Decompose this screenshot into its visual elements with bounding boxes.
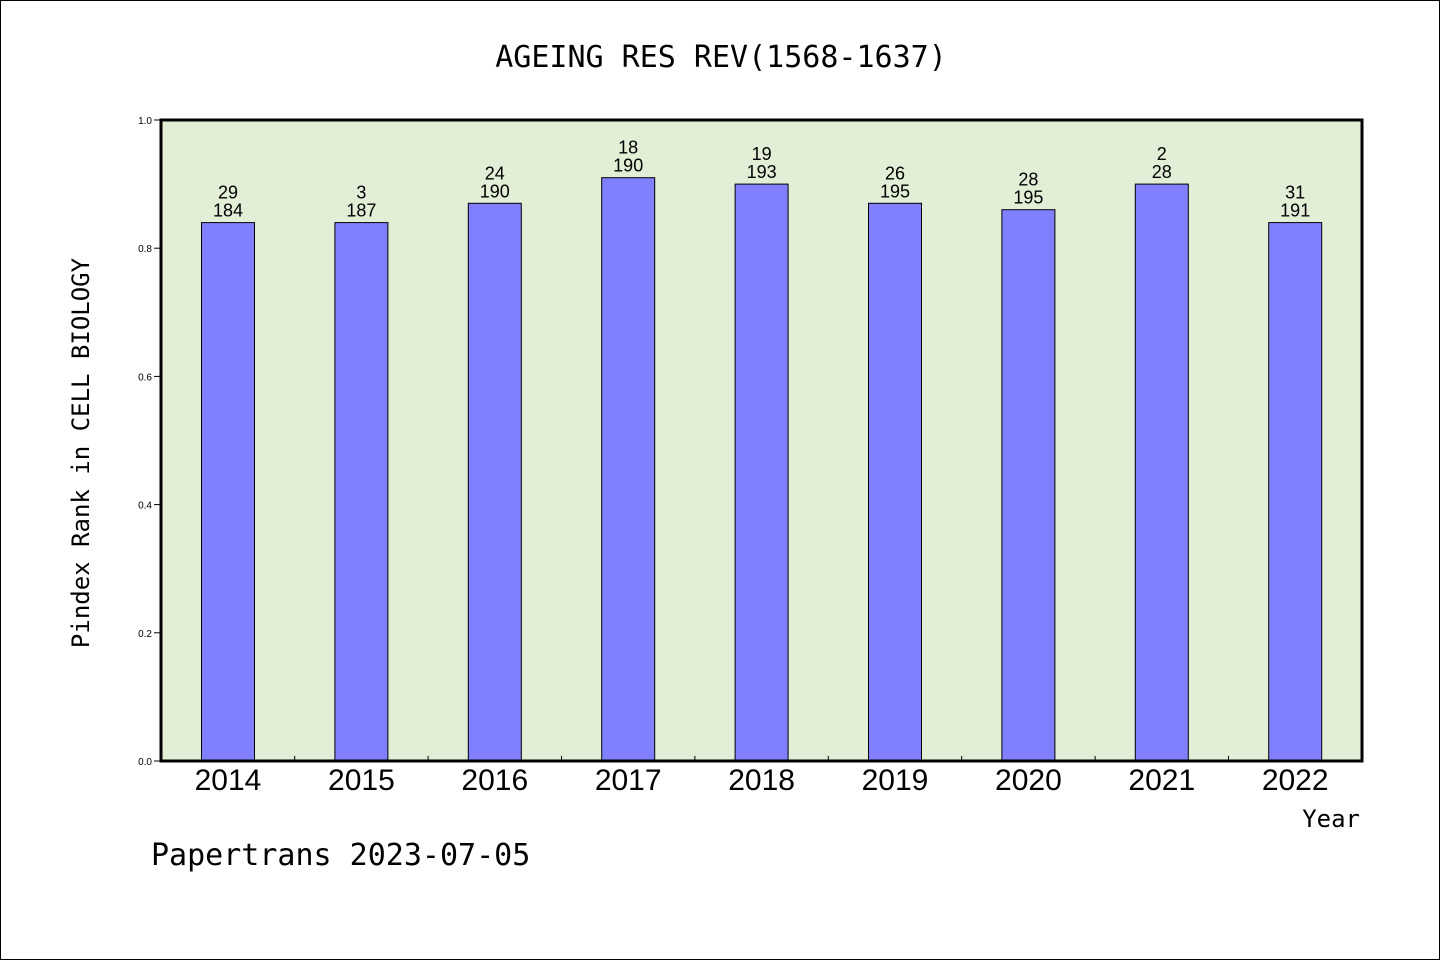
x-tick-label-2019: 2019 <box>862 764 929 797</box>
x-tick-label-2017: 2017 <box>595 764 662 797</box>
bar-label-top-2022: 31 <box>1285 183 1305 203</box>
y-tick-label: 0.0 <box>138 757 152 768</box>
y-tick-label: 0.6 <box>138 372 152 383</box>
bar-label-bottom-2019: 195 <box>880 181 910 201</box>
x-axis-label: Year <box>1302 805 1360 833</box>
bar-2014 <box>201 222 255 762</box>
y-axis-label: Pindex Rank in CELL BIOLOGY <box>67 257 95 648</box>
y-tick-label: 0.8 <box>138 244 152 255</box>
bars-group <box>201 177 1323 762</box>
bar-2017 <box>601 177 656 762</box>
x-tick-label-2016: 2016 <box>461 764 528 797</box>
footer-watermark: Papertrans 2023-07-05 <box>151 838 530 873</box>
bar-label-bottom-2017: 190 <box>613 156 643 176</box>
bar-label-top-2014: 29 <box>218 183 238 203</box>
chart-title: AGEING RES REV(1568-1637) <box>495 40 947 75</box>
x-tick-label-2022: 2022 <box>1262 764 1329 797</box>
bar-label-top-2020: 28 <box>1018 170 1038 190</box>
y-axis: 0.0 0.2 0.4 0.6 0.8 1.0 <box>138 116 161 768</box>
x-axis: 2014 2015 2016 2017 2018 2019 2020 2021 2022 <box>195 756 1329 797</box>
bar-label-top-2017: 18 <box>618 138 638 158</box>
x-tick-label-2020: 2020 <box>995 764 1062 797</box>
bar-label-top-2021: 2 <box>1157 144 1167 164</box>
bar-label-top-2015: 3 <box>356 183 366 203</box>
bar-2020 <box>1001 209 1056 762</box>
bar-label-top-2019: 26 <box>885 163 905 183</box>
bar-label-top-2016: 24 <box>485 163 505 183</box>
x-tick-label-2021: 2021 <box>1128 764 1195 797</box>
y-tick-label: 0.2 <box>138 629 152 640</box>
bar-label-bottom-2022: 191 <box>1280 201 1310 221</box>
bar-2019 <box>868 202 922 762</box>
bar-2022 <box>1268 222 1323 762</box>
x-tick-label-2018: 2018 <box>728 764 795 797</box>
bar-2018 <box>734 183 789 762</box>
x-tick-label-2015: 2015 <box>328 764 395 797</box>
bar-label-bottom-2014: 184 <box>213 201 243 221</box>
bar-2021 <box>1134 183 1189 762</box>
bar-label-bottom-2020: 195 <box>1013 188 1043 208</box>
bar-label-bottom-2021: 28 <box>1152 162 1172 182</box>
bar-label-bottom-2016: 190 <box>480 181 510 201</box>
bar-2016 <box>467 202 522 762</box>
x-tick-label-2014: 2014 <box>195 764 262 797</box>
plot-border <box>159 118 1364 763</box>
bar-label-bottom-2018: 193 <box>747 162 777 182</box>
bar-2015 <box>334 222 389 762</box>
y-tick-label: 0.4 <box>138 501 152 512</box>
bar-label-top-2018: 19 <box>752 144 772 164</box>
bar-label-bottom-2015: 187 <box>346 201 376 221</box>
y-tick-label: 1.0 <box>138 116 152 127</box>
